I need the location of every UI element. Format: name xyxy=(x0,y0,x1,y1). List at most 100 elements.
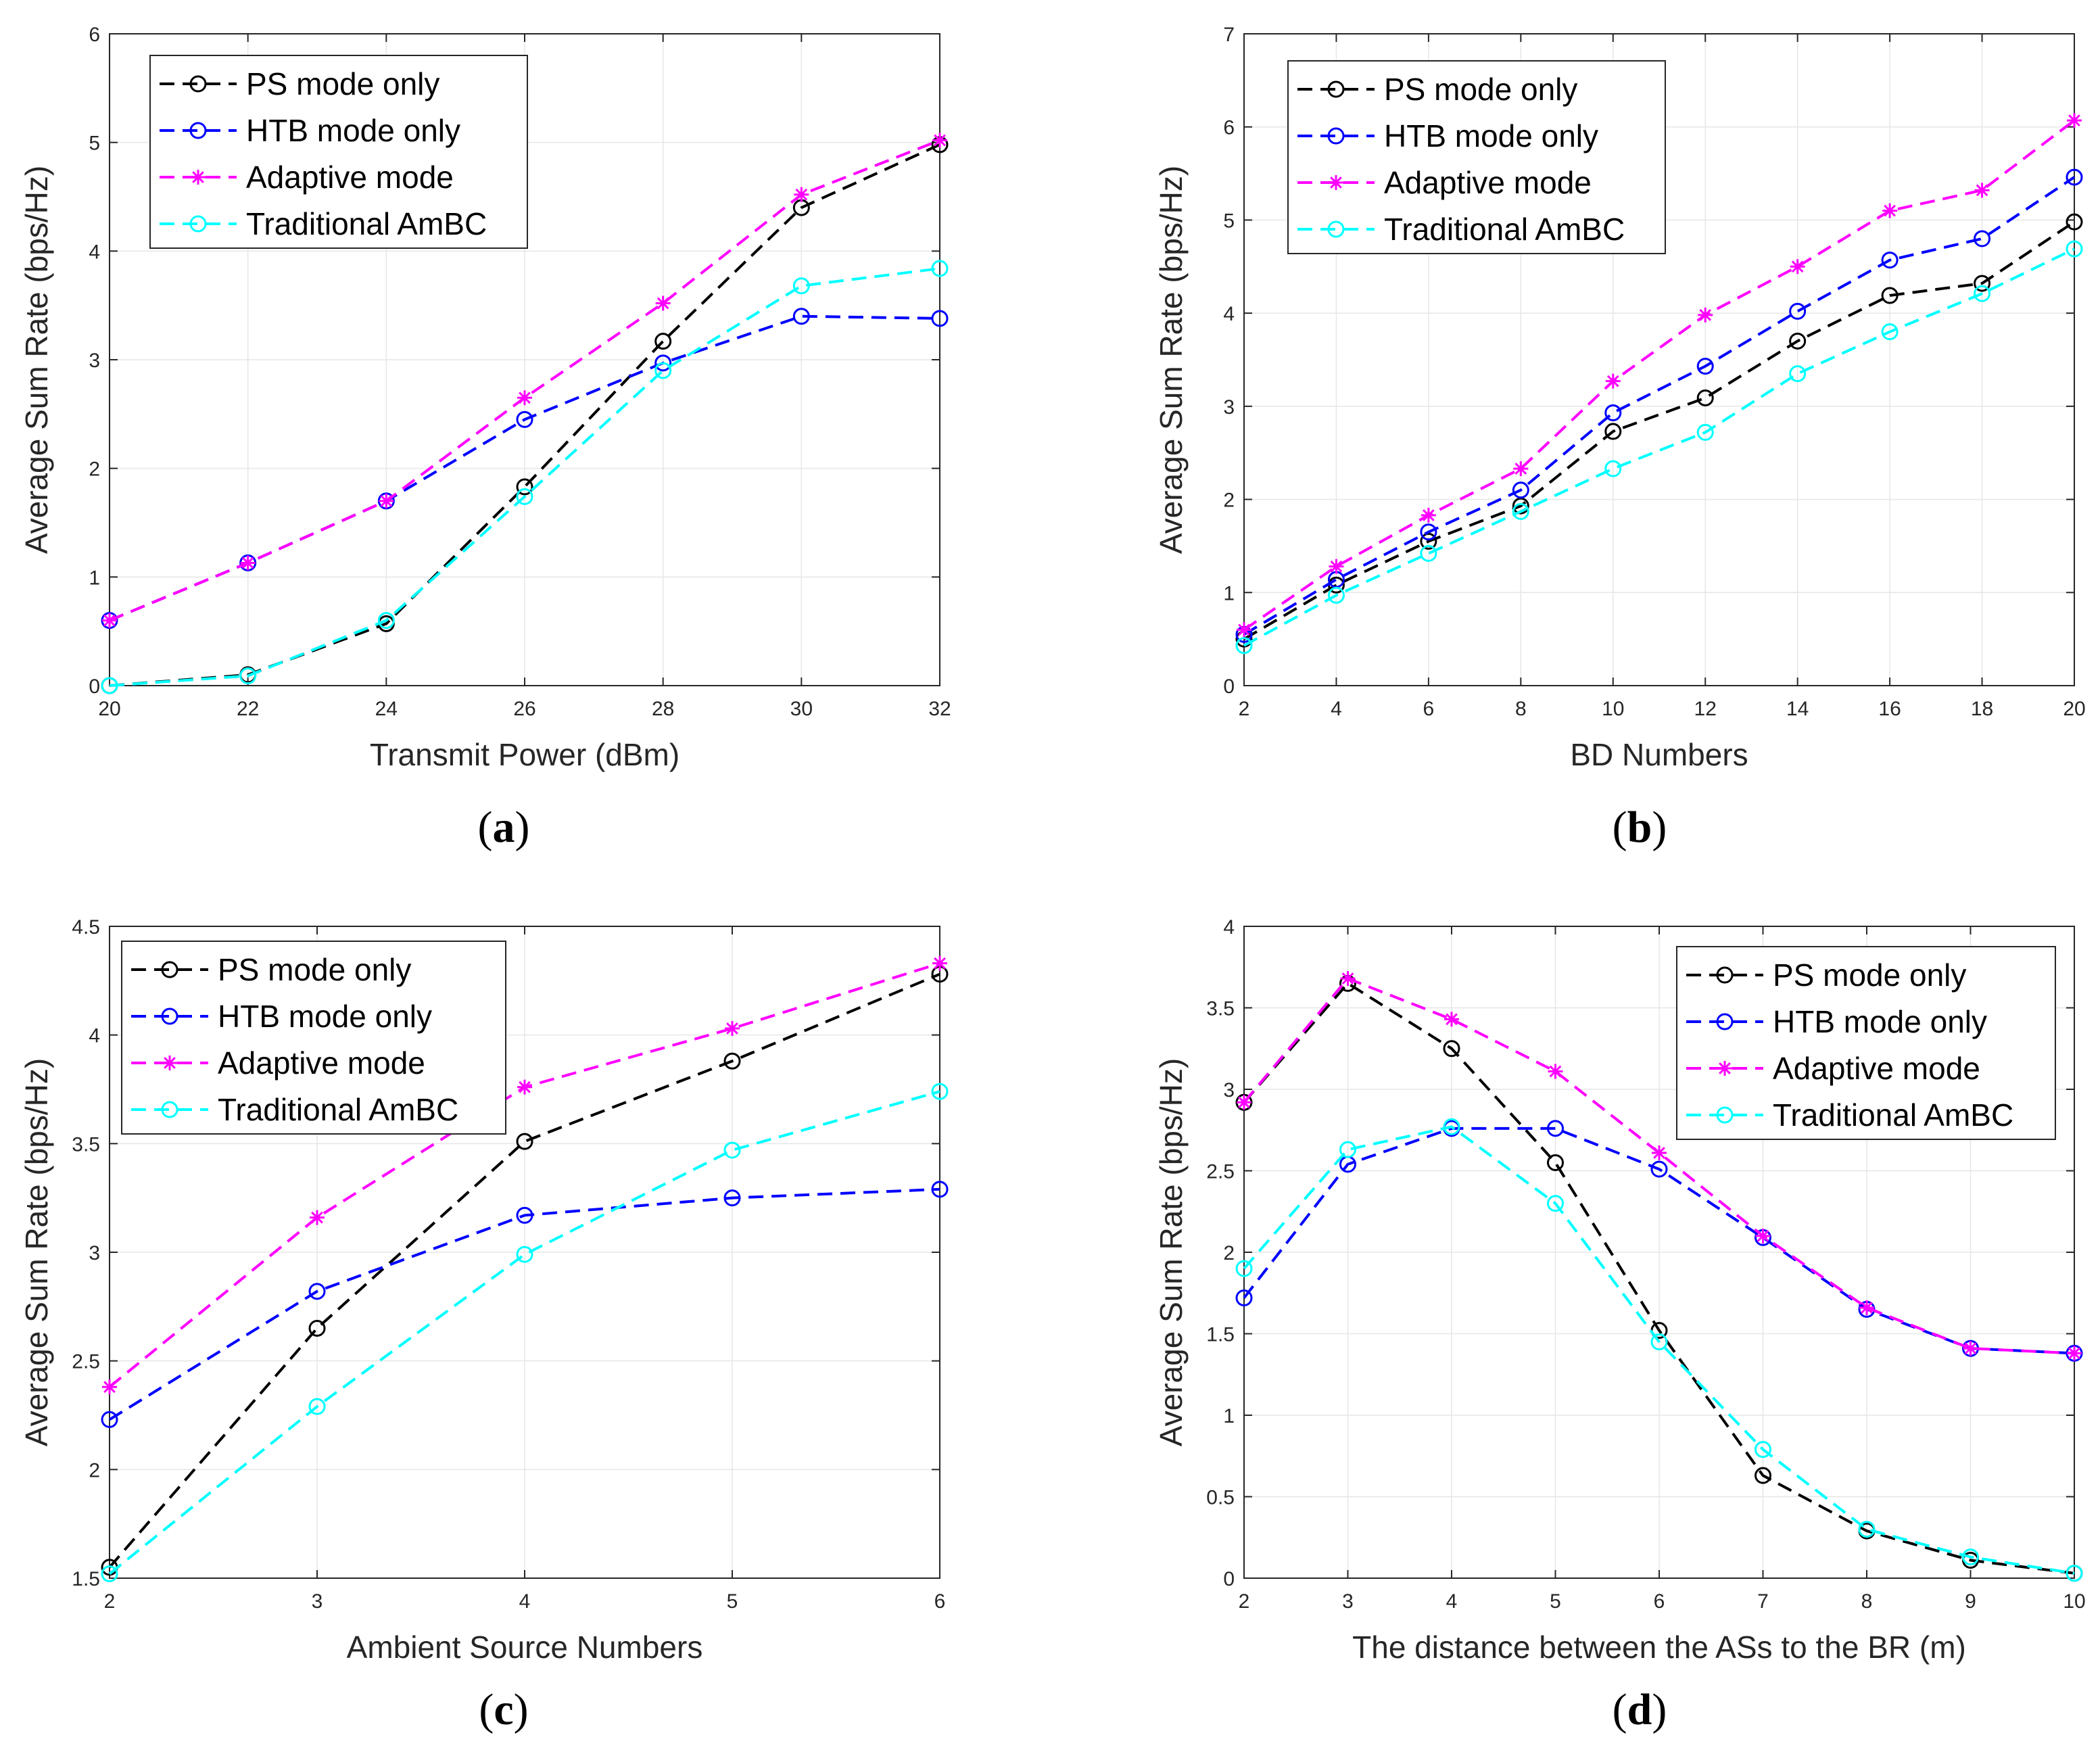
chart-d-line-traditional-ambc xyxy=(1243,1125,2075,1575)
chart-a-point-ps-mode-only xyxy=(654,333,672,350)
chart-c-point-htb-mode-only xyxy=(931,1181,949,1198)
chart-b-ytick-label: 4 xyxy=(1223,303,1235,325)
chart-d-xlabel: The distance between the ASs to the BR (… xyxy=(1352,1630,1966,1665)
chart-b-legend-marker xyxy=(1327,220,1345,238)
chart-a-point-adaptive-mode xyxy=(240,555,256,571)
chart-b-series-adaptive-mode xyxy=(1237,113,2082,638)
chart-c-legend-marker xyxy=(161,961,178,978)
chart-d-ytick-label: 2.5 xyxy=(1206,1161,1235,1183)
chart-c-ytick-label: 3.5 xyxy=(72,1133,100,1156)
chart-a-legend-marker xyxy=(189,215,207,233)
chart-a-point-traditional-ambc xyxy=(239,667,257,685)
chart-a-point-ps-mode-only xyxy=(516,478,533,496)
chart-c-point-adaptive-mode xyxy=(932,955,947,971)
chart-c-point-traditional-ambc xyxy=(723,1141,741,1159)
chart-b-ylabel: Average Sum Rate (bps/Hz) xyxy=(1153,166,1189,554)
chart-b-xtick-label: 10 xyxy=(1602,698,1624,720)
chart-a-legend: PS mode only HTB mode only Adaptive mode Tr… xyxy=(149,55,528,249)
chart-c-legend-box xyxy=(121,941,506,1135)
chart-b-point-ps-mode-only xyxy=(1789,332,1807,350)
chart-a-xtick-label: 30 xyxy=(790,698,813,720)
chart-d-ytick-label: 0 xyxy=(1223,1568,1235,1590)
chart-d-point-traditional-ambc xyxy=(1962,1548,1979,1566)
chart-c-point-adaptive-mode xyxy=(517,1079,532,1095)
chart-a-legend-marker xyxy=(191,170,206,185)
chart-b-ytick-label: 5 xyxy=(1223,210,1235,232)
chart-b-point-adaptive-mode xyxy=(1329,559,1344,574)
chart-d-legend-label: HTB mode only xyxy=(1773,1004,1987,1039)
chart-b-point-ps-mode-only xyxy=(1696,389,1714,406)
chart-d-xtick-label: 9 xyxy=(1965,1590,1976,1613)
chart-b-point-ps-mode-only xyxy=(1604,423,1622,440)
chart-d-legend-marker xyxy=(1716,1013,1734,1030)
chart-d-point-adaptive-mode xyxy=(1859,1300,1874,1315)
chart-b-xtick-label: 20 xyxy=(2063,698,2085,720)
chart-c-xtick-label: 5 xyxy=(727,1590,738,1613)
chart-d-ylabel: Average Sum Rate (bps/Hz) xyxy=(1153,1058,1189,1446)
chart-b-legend-label: Traditional AmBC xyxy=(1384,212,1625,247)
chart-d-point-adaptive-mode xyxy=(1755,1228,1771,1243)
chart-c-point-traditional-ambc xyxy=(101,1565,118,1583)
chart-a-point-adaptive-mode xyxy=(794,187,809,202)
chart-a-point-traditional-ambc xyxy=(654,362,672,379)
chart-b-point-ps-mode-only xyxy=(1974,275,1991,292)
chart-c-point-htb-mode-only xyxy=(516,1206,533,1224)
chart-a-legend-marker xyxy=(189,75,207,93)
chart-b-point-ps-mode-only xyxy=(1881,287,1899,304)
chart-a-xtick-label: 20 xyxy=(98,698,120,720)
chart-b-point-ps-mode-only xyxy=(2066,213,2083,231)
chart-c-point-htb-mode-only xyxy=(308,1283,326,1300)
chart-b-ytick-label: 1 xyxy=(1223,582,1235,604)
chart-c-series-traditional-ambc xyxy=(101,1083,949,1583)
chart-b-legend-marker xyxy=(1327,127,1345,145)
chart-a-series-adaptive-mode xyxy=(102,133,947,628)
chart-a-point-htb-mode-only xyxy=(792,308,810,325)
chart-a-legend-box xyxy=(149,55,528,249)
chart-b-point-traditional-ambc xyxy=(1789,365,1807,383)
chart-b-point-traditional-ambc xyxy=(1604,460,1622,477)
chart-d-legend-label: Traditional AmBC xyxy=(1773,1097,2013,1133)
chart-c-series-adaptive-mode xyxy=(102,955,947,1395)
chart-a-xtick-label: 32 xyxy=(928,698,951,720)
chart-d-legend-marker xyxy=(1717,1061,1732,1076)
chart-c-xtick-label: 3 xyxy=(312,1590,323,1613)
chart-a-point-traditional-ambc xyxy=(101,677,118,694)
chart-c-point-adaptive-mode xyxy=(725,1021,740,1037)
chart-d: 2 3 4 5 6 7 8 9 10 0 0.5 1 1.5 2 2.5 3 3.5 4 The distance … xyxy=(1153,916,2086,1734)
chart-b-point-adaptive-mode xyxy=(1421,507,1436,523)
chart-b-legend-marker xyxy=(1329,175,1343,190)
chart-c-legend-label: PS mode only xyxy=(218,952,411,987)
chart-a-point-traditional-ambc xyxy=(931,260,949,277)
chart-c-xtick-label: 2 xyxy=(104,1590,116,1613)
chart-b-ytick-label: 6 xyxy=(1223,117,1235,139)
chart-d-point-adaptive-mode xyxy=(1548,1064,1563,1079)
chart-b-point-traditional-ambc xyxy=(1327,586,1345,604)
chart-d-point-htb-mode-only xyxy=(1547,1120,1564,1137)
chart-b-xtick-label: 16 xyxy=(1878,698,1901,720)
chart-d-ytick-label: 1 xyxy=(1223,1405,1235,1427)
chart-b-point-htb-mode-only xyxy=(2066,168,2083,186)
chart-d-legend-label: Adaptive mode xyxy=(1773,1051,1980,1086)
chart-a-legend-label: Traditional AmBC xyxy=(246,206,487,241)
chart-d-series-traditional-ambc xyxy=(1235,1118,2083,1582)
chart-b-xtick-label: 12 xyxy=(1694,698,1717,720)
chart-a-point-traditional-ambc xyxy=(792,277,810,295)
chart-d-point-ps-mode-only xyxy=(1443,1040,1460,1058)
chart-c-point-adaptive-mode xyxy=(102,1379,117,1395)
chart-d-xtick-label: 10 xyxy=(2063,1590,2085,1613)
chart-d-ytick-label: 3.5 xyxy=(1206,998,1235,1020)
chart-d-point-traditional-ambc xyxy=(2066,1565,2083,1582)
chart-b-point-traditional-ambc xyxy=(2066,240,2083,258)
chart-c-legend: PS mode only HTB mode only Adaptive mode Tr… xyxy=(121,941,506,1135)
chart-c-point-ps-mode-only xyxy=(308,1319,326,1337)
chart-c-ytick-label: 1.5 xyxy=(72,1568,100,1590)
chart-c-ytick-label: 4.5 xyxy=(72,916,100,939)
chart-b-series-htb-mode-only xyxy=(1235,168,2083,643)
chart-d-xtick-label: 8 xyxy=(1861,1590,1873,1613)
chart-c-ylabel: Average Sum Rate (bps/Hz) xyxy=(19,1058,54,1446)
chart-b-xtick-label: 18 xyxy=(1971,698,1993,720)
chart-b-point-adaptive-mode xyxy=(2067,113,2082,128)
chart-a-point-adaptive-mode xyxy=(379,493,394,508)
chart-c-caption: (c) xyxy=(479,1685,528,1734)
chart-c-point-adaptive-mode xyxy=(310,1210,325,1225)
